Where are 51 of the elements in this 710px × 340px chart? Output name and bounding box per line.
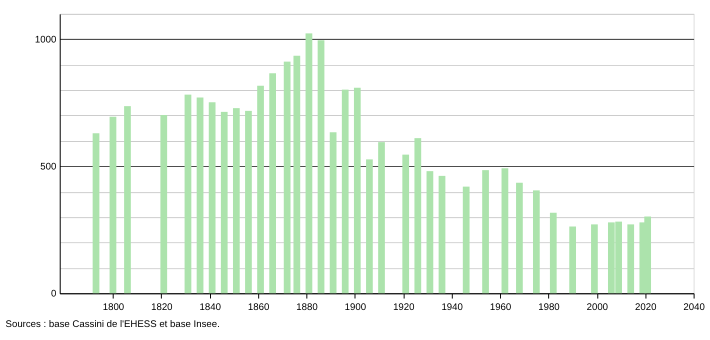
bar xyxy=(318,40,324,294)
bar xyxy=(232,108,240,294)
bar xyxy=(184,94,192,294)
bar xyxy=(284,62,291,294)
x-tick-label: 1940 xyxy=(441,302,463,314)
y-tick-label: 0 xyxy=(50,288,56,300)
x-tick-label: 1860 xyxy=(248,302,270,314)
bar xyxy=(110,116,116,294)
bar xyxy=(220,112,228,294)
x-tick-label: 1840 xyxy=(200,302,221,314)
bar xyxy=(502,168,508,294)
bar xyxy=(550,212,557,294)
bar xyxy=(569,226,576,294)
bar xyxy=(196,97,204,294)
bar xyxy=(124,106,131,294)
x-tick-label: 2040 xyxy=(683,302,705,314)
x-tick-label: 1880 xyxy=(296,302,318,314)
x-tick-label: 1960 xyxy=(490,302,512,314)
y-tick-label: 500 xyxy=(40,162,56,173)
x-tick-label: 2020 xyxy=(635,302,656,314)
bar xyxy=(92,133,100,294)
source-note: Sources : base Cassini de l'EHESS et base Insee. xyxy=(6,318,220,330)
bar xyxy=(330,132,336,294)
bar xyxy=(414,138,422,294)
bar xyxy=(354,88,361,294)
bar xyxy=(591,224,598,294)
x-tick-label: 1980 xyxy=(538,302,560,314)
bar xyxy=(482,170,489,294)
bar xyxy=(627,224,634,294)
bar xyxy=(462,186,470,294)
bar xyxy=(306,33,312,294)
x-tick-label: 1800 xyxy=(102,302,124,314)
bar xyxy=(208,102,216,294)
bar xyxy=(516,182,523,294)
x-tick-label: 1820 xyxy=(151,302,173,314)
y-tick-label: 1000 xyxy=(34,34,56,46)
bar xyxy=(160,114,168,294)
bar xyxy=(402,154,410,294)
bar xyxy=(269,73,276,294)
bar xyxy=(378,142,385,294)
x-tick-label: 2000 xyxy=(586,302,608,314)
bar xyxy=(257,86,264,294)
bar xyxy=(366,159,373,294)
bar xyxy=(342,90,349,294)
bar xyxy=(293,56,300,294)
x-tick-label: 1920 xyxy=(393,302,414,314)
x-tick-label: 1900 xyxy=(344,302,366,314)
bar xyxy=(438,176,446,294)
bar xyxy=(426,171,434,294)
bar xyxy=(245,110,252,294)
bar xyxy=(532,190,540,294)
